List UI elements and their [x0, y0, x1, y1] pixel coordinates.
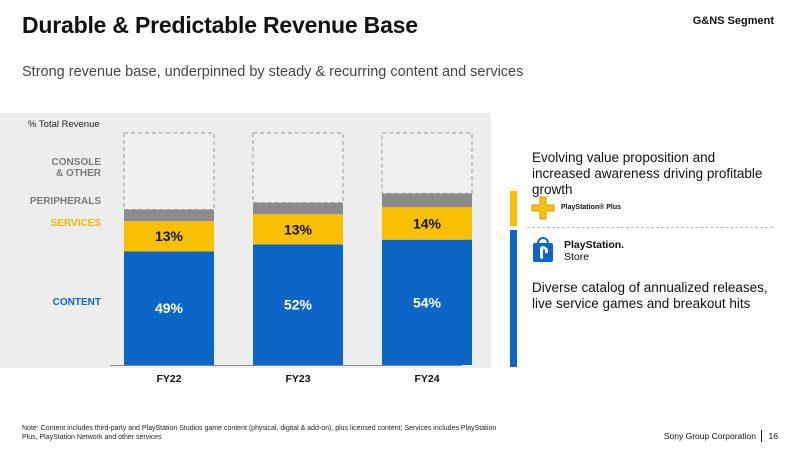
playstation-store-icon: [530, 236, 556, 269]
data-label-content-fy23: 52%: [284, 297, 313, 313]
bar-services-fy24: [382, 207, 472, 240]
bar-outline-fy23: [252, 132, 344, 204]
stacked-bar-chart: 49% 13% FY22 52% 13% FY23 54% 14% FY24: [123, 132, 473, 385]
page-subtitle: Strong revenue base, underpinned by stea…: [22, 64, 524, 80]
bar-peripherals-fy23: [253, 202, 343, 215]
bar-content-fy24: [382, 239, 472, 365]
bar-content-fy22: [124, 251, 214, 365]
x-axis-line: [110, 365, 462, 366]
data-label-services-fy23: 13%: [284, 221, 313, 237]
psstore-store: Store: [564, 251, 590, 263]
bar-console-other-fy24: [382, 133, 472, 194]
legend-services: SERVICES: [50, 218, 101, 229]
dashed-divider: [527, 227, 773, 228]
footer-separator: [761, 430, 762, 442]
x-tick-fy23: FY23: [285, 373, 310, 385]
playstation-plus-icon: [528, 196, 558, 225]
legend-content: CONTENT: [52, 297, 101, 308]
bar-content-fy23: [253, 244, 343, 365]
data-label-content-fy22: 49%: [155, 300, 184, 316]
legend-console-other: CONSOLE & OTHER: [6, 157, 101, 179]
bar-console-other-fy22: [124, 133, 214, 210]
legend-console-line1: CONSOLE: [51, 157, 101, 168]
services-accent-bar: [510, 191, 517, 226]
bar-peripherals-fy22: [124, 209, 214, 222]
data-label-services-fy22: 13%: [155, 228, 184, 244]
footnote: Note: Content includes third-party and P…: [22, 425, 497, 441]
bar-outline-fy24: [381, 132, 473, 194]
legend-peripherals: PERIPHERALS: [29, 196, 101, 207]
bar-console-other-fy23: [253, 133, 343, 203]
x-tick-fy24: FY24: [414, 373, 439, 385]
legend-console-line2: & OTHER: [56, 168, 101, 179]
data-label-content-fy24: 54%: [413, 294, 442, 310]
playstation-plus-label: PlayStation® Plus: [561, 204, 622, 211]
data-label-services-fy24: 14%: [413, 215, 442, 231]
bar-services-fy22: [124, 221, 214, 252]
company-name: Sony Group Corporation: [663, 431, 756, 441]
bar-outline-fy22: [123, 132, 215, 211]
y-axis-label: % Total Revenue: [28, 119, 100, 130]
page-number: 16: [768, 431, 778, 441]
x-tick-fy22: FY22: [156, 373, 181, 385]
segment-label: G&NS Segment: [692, 15, 774, 27]
content-description: Diverse catalog of annualized releases, …: [532, 280, 768, 311]
page-title: Durable & Predictable Revenue Base: [22, 12, 418, 38]
services-description: Evolving value proposition and increased…: [532, 150, 763, 197]
bar-services-fy23: [253, 214, 343, 245]
content-accent-bar: [510, 230, 517, 367]
bar-peripherals-fy24: [382, 193, 472, 208]
psstore-name: PlayStation.: [564, 239, 625, 251]
playstation-store-label: PlayStation. Store: [564, 239, 624, 263]
